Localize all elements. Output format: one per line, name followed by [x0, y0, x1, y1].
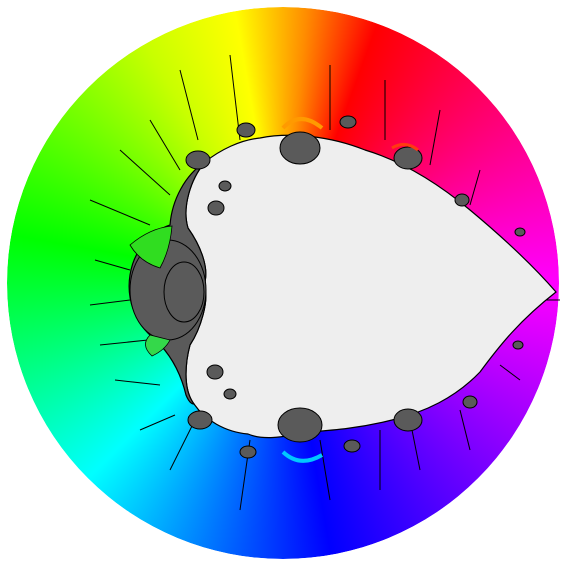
filament-hair	[99, 339, 149, 346]
orange-arc	[281, 117, 324, 130]
dark-bulb	[277, 407, 323, 443]
filament-hairs	[89, 54, 560, 511]
dark-bulb	[514, 227, 526, 237]
filament-hair	[119, 149, 171, 196]
filament-hair	[469, 169, 481, 206]
filament-hair	[139, 414, 176, 431]
dark-bulb	[393, 146, 423, 170]
dark-bulb	[239, 445, 257, 459]
mandelbrot-set	[89, 54, 560, 511]
dark-bulb	[223, 388, 237, 400]
dark-bulb	[339, 115, 357, 129]
filament-hair	[89, 299, 131, 306]
dark-bulb	[393, 408, 423, 432]
filament-hair	[179, 69, 199, 141]
dark-bulb	[343, 439, 361, 453]
green-lobe-lower	[145, 334, 171, 357]
red-arc	[391, 143, 419, 152]
filament-hair	[429, 109, 441, 166]
filament-hair	[169, 419, 196, 471]
dark-bulb	[207, 200, 225, 216]
dark-bulb	[279, 131, 321, 165]
dark-bulb	[512, 340, 524, 350]
cyan-arc	[281, 450, 324, 463]
filament-hair	[319, 439, 331, 501]
filament-hair	[459, 409, 471, 451]
dark-bulb	[454, 193, 470, 207]
dark-bulb	[187, 410, 213, 430]
dark-bulb	[236, 122, 256, 138]
filament-hair	[499, 364, 521, 381]
filament-hair	[149, 119, 181, 171]
filament-hair	[89, 199, 151, 226]
filament-hair	[114, 379, 161, 386]
dark-bulb	[185, 150, 211, 170]
dark-bulb	[462, 395, 478, 409]
dark-bulb	[206, 364, 224, 380]
dark-bulbs	[129, 115, 526, 459]
green-lobe	[129, 225, 173, 269]
dark-bulb	[163, 261, 205, 323]
filament-hair	[94, 259, 131, 271]
dark-bulb	[218, 180, 232, 192]
